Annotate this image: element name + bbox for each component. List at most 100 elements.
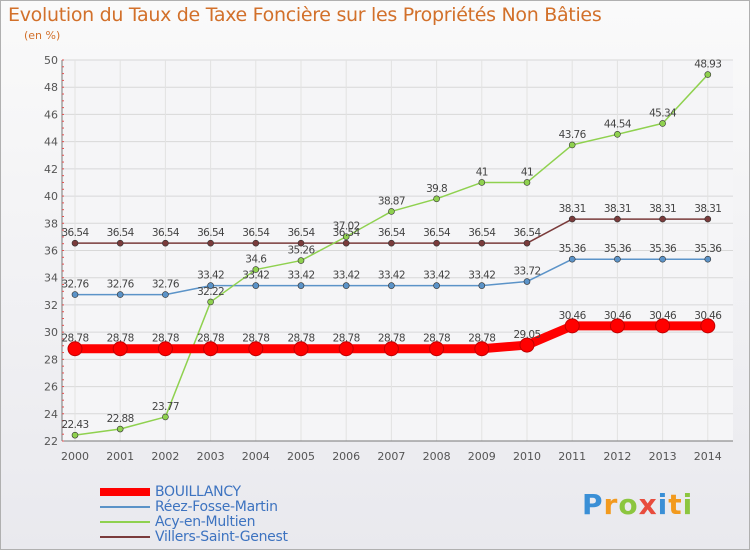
data-label: 28.78 — [107, 333, 134, 345]
data-label: 30.46 — [649, 310, 677, 322]
data-label: 36.54 — [378, 227, 406, 239]
data-point — [157, 341, 173, 357]
data-point — [523, 278, 531, 285]
legend-swatch — [100, 536, 150, 538]
data-point — [112, 341, 128, 357]
proxiti-logo: Proxiti — [582, 488, 693, 521]
data-point — [614, 130, 621, 138]
data-label: 35.26 — [287, 245, 315, 257]
data-label: 36.54 — [152, 227, 180, 239]
logo-letter: i — [682, 488, 694, 521]
data-point — [433, 239, 440, 247]
data-point — [704, 215, 712, 223]
y-tick-label: 46 — [44, 108, 58, 121]
data-label: 33.42 — [242, 270, 269, 282]
y-axis-unit: (en %) — [24, 29, 61, 42]
data-point — [162, 413, 169, 421]
data-label: 35.36 — [649, 243, 677, 255]
data-point — [297, 282, 305, 289]
x-tick-label: 2003 — [197, 450, 225, 463]
data-point — [297, 239, 305, 247]
data-label: 36.54 — [333, 227, 361, 239]
y-tick-label: 44 — [44, 136, 58, 149]
y-tick-label: 24 — [44, 408, 58, 421]
data-point — [478, 282, 486, 289]
data-label: 33.42 — [197, 270, 224, 282]
data-label: 33.42 — [333, 270, 360, 282]
y-tick-label: 22 — [44, 435, 58, 448]
data-point — [116, 425, 124, 433]
data-label: 36.54 — [468, 227, 496, 239]
data-point — [523, 179, 531, 186]
data-label: 28.78 — [468, 333, 495, 345]
data-label: 33.42 — [423, 270, 450, 282]
y-tick-label: 50 — [44, 54, 58, 67]
x-tick-label: 2004 — [242, 450, 270, 463]
data-label: 36.54 — [513, 227, 541, 239]
data-point — [338, 341, 354, 357]
data-point — [388, 239, 395, 247]
data-point — [478, 239, 486, 247]
data-label: 38.87 — [378, 195, 405, 207]
logo-letter: x — [638, 488, 658, 521]
data-label: 28.78 — [333, 333, 360, 345]
y-tick-label: 42 — [44, 163, 58, 176]
x-tick-label: 2000 — [61, 450, 89, 463]
data-label: 32.22 — [197, 286, 224, 298]
legend-label: Villers-Saint-Genest — [155, 529, 288, 545]
data-label: 38.31 — [649, 203, 676, 215]
data-label: 38.31 — [694, 203, 721, 215]
x-tick-label: 2013 — [649, 450, 677, 463]
data-point — [207, 239, 214, 247]
data-point — [659, 120, 666, 127]
data-label: 36.54 — [61, 227, 89, 239]
data-label: 35.36 — [559, 243, 587, 255]
legend-label: BOUILLANCY — [155, 484, 241, 500]
data-label: 36.54 — [423, 227, 451, 239]
data-point — [704, 255, 712, 263]
logo-letter: r — [603, 488, 619, 521]
data-label: 36.54 — [107, 227, 135, 239]
y-tick-label: 30 — [44, 326, 58, 339]
data-label: 28.78 — [287, 333, 314, 345]
data-point — [342, 282, 350, 289]
data-point — [71, 431, 79, 439]
legend-swatch — [100, 521, 150, 523]
data-label: 28.78 — [378, 333, 405, 345]
data-point — [433, 195, 440, 203]
data-label: 44.54 — [604, 118, 632, 130]
data-label: 30.46 — [604, 310, 632, 322]
y-tick-label: 40 — [44, 190, 58, 203]
legend-label: Réez-Fosse-Martin — [155, 499, 278, 515]
data-point — [704, 71, 712, 78]
data-point — [655, 318, 671, 334]
data-point — [252, 266, 260, 273]
logo-letter: o — [618, 488, 639, 521]
data-point — [568, 215, 576, 223]
data-label: 33.42 — [378, 270, 405, 282]
data-point — [659, 215, 666, 223]
logo-letter: t — [668, 488, 683, 521]
data-label: 36.54 — [287, 227, 315, 239]
legend-swatch — [100, 488, 150, 496]
x-tick-label: 2008 — [423, 450, 451, 463]
y-tick-label: 34 — [44, 272, 58, 285]
data-point — [71, 239, 79, 247]
data-label: 39.8 — [426, 183, 447, 195]
data-point — [162, 291, 169, 298]
data-label: 35.36 — [604, 243, 632, 255]
data-point — [429, 341, 445, 357]
data-point — [383, 341, 399, 357]
data-label: 28.78 — [152, 333, 179, 345]
data-label: 45.34 — [649, 107, 677, 119]
data-label: 22.88 — [107, 413, 134, 425]
y-tick-label: 32 — [44, 299, 58, 312]
x-tick-label: 2005 — [287, 450, 315, 463]
y-tick-label: 26 — [44, 381, 58, 394]
y-tick-label: 36 — [44, 245, 58, 258]
data-point — [523, 239, 531, 247]
data-point — [67, 341, 83, 357]
data-point — [564, 318, 580, 334]
data-point — [614, 215, 621, 223]
